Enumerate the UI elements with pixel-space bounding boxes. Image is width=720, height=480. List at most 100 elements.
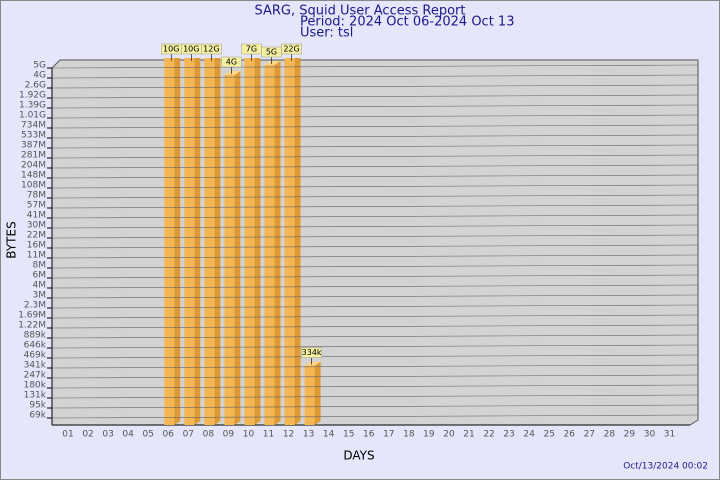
value-label: 334k — [302, 348, 322, 357]
bar-side — [194, 58, 201, 425]
x-tick-label: 15 — [343, 430, 354, 440]
value-label: 4G — [226, 58, 237, 67]
x-tick-label: 26 — [564, 430, 576, 440]
y-tick-label: 341k — [24, 361, 47, 371]
grid-line — [51, 94, 699, 99]
x-tick-label: 21 — [463, 430, 474, 440]
y-tick-label: 30M — [27, 221, 46, 231]
x-tick-label: 09 — [223, 430, 235, 440]
grid-line — [51, 154, 699, 159]
bar-top — [264, 61, 281, 65]
x-tick-label: 02 — [82, 430, 93, 440]
grid-line — [51, 274, 699, 279]
bar — [244, 58, 255, 425]
y-tick-label: 1.69M — [18, 311, 46, 321]
x-tick-label: 14 — [323, 430, 335, 440]
y-tick-label: 734M — [21, 121, 46, 131]
grid-line — [51, 394, 699, 399]
bar-top — [224, 71, 241, 75]
grid-line — [51, 364, 699, 369]
grid-line — [51, 234, 699, 239]
x-tick-label: 11 — [263, 430, 274, 440]
grid-line — [51, 224, 699, 229]
grid-line — [51, 354, 699, 359]
x-tick-label: 07 — [183, 430, 194, 440]
x-tick-label: 01 — [62, 430, 73, 440]
grid-line — [51, 304, 699, 309]
y-tick-label: 3M — [33, 291, 47, 301]
bar — [224, 75, 235, 425]
x-tick-label: 19 — [423, 430, 435, 440]
grid-line — [51, 174, 699, 179]
y-tick-label: 16M — [27, 241, 46, 251]
grid-line — [51, 134, 699, 139]
value-label-box — [281, 43, 302, 55]
x-tick-label: 05 — [142, 430, 153, 440]
bar — [184, 58, 195, 425]
x-tick-label: 30 — [644, 430, 656, 440]
y-tick-label: 469k — [24, 351, 47, 361]
y-tick-label: 131k — [24, 391, 47, 401]
x-tick-label: 31 — [664, 430, 675, 440]
timestamp: Oct/13/2024 00:02 — [623, 462, 708, 472]
bar-top — [304, 361, 321, 366]
bar — [164, 58, 175, 425]
y-tick-label: 2.3M — [24, 301, 46, 311]
y-tick-label: 22M — [27, 231, 46, 241]
grid-line — [51, 184, 699, 189]
grid-line — [51, 214, 699, 219]
x-tick-label: 25 — [543, 430, 554, 440]
x-tick-label: 17 — [383, 430, 394, 440]
x-tick-label: 18 — [403, 430, 415, 440]
bar-side — [314, 361, 321, 425]
y-tick-label: 41M — [27, 211, 46, 221]
x-tick-label: 29 — [624, 430, 636, 440]
y-axis-label: BYTES — [5, 221, 19, 258]
bar-side — [294, 58, 301, 425]
y-tick-label: 57M — [27, 201, 46, 211]
y-tick-label: 95k — [29, 401, 46, 411]
bar-side — [274, 61, 281, 425]
x-tick-label: 04 — [122, 430, 134, 440]
grid-line — [51, 374, 699, 379]
y-tick-label: 69k — [29, 411, 46, 421]
grid-line — [51, 334, 699, 339]
y-tick-label: 2.6G — [25, 81, 46, 91]
value-label: 22G — [283, 45, 299, 54]
value-label-box — [301, 347, 322, 358]
x-tick-label: 28 — [604, 430, 616, 440]
grid-line — [51, 384, 699, 389]
y-tick-label: 646k — [24, 341, 47, 351]
y-tick-label: 889k — [24, 331, 47, 341]
x-tick-label: 03 — [102, 430, 113, 440]
y-tick-label: 4M — [33, 281, 47, 291]
chart-title: SARG, Squid User Access Report — [255, 4, 466, 19]
bar-side — [234, 71, 241, 425]
chart-subtitle: Period: 2024 Oct 06-2024 Oct 13 — [300, 15, 514, 30]
y-tick-label: 387M — [21, 141, 46, 151]
x-tick-label: 12 — [283, 430, 294, 440]
grid-line — [51, 344, 699, 349]
y-tick-label: 1.39G — [19, 101, 46, 111]
x-tick-label: 22 — [483, 430, 494, 440]
y-tick-label: 1.92G — [19, 91, 46, 101]
x-tick-label: 08 — [203, 430, 215, 440]
x-tick-label: 20 — [443, 430, 455, 440]
user: User: tsl — [300, 26, 353, 41]
x-tick-label: 27 — [584, 430, 595, 440]
grid-line — [51, 414, 699, 419]
grid-line — [51, 194, 699, 199]
grid-line — [51, 284, 699, 289]
x-tick-label: 16 — [363, 430, 375, 440]
y-tick-label: 11M — [27, 251, 46, 261]
x-tick-label: 24 — [523, 430, 535, 440]
value-label: 7G — [246, 45, 257, 54]
y-tick-label: 148M — [21, 171, 46, 181]
y-tick-label: 1.22M — [18, 321, 46, 331]
grid-line — [51, 164, 699, 169]
grid-line — [51, 404, 699, 409]
grid-line — [51, 64, 699, 69]
bar — [284, 58, 295, 425]
plot-area — [51, 59, 699, 426]
